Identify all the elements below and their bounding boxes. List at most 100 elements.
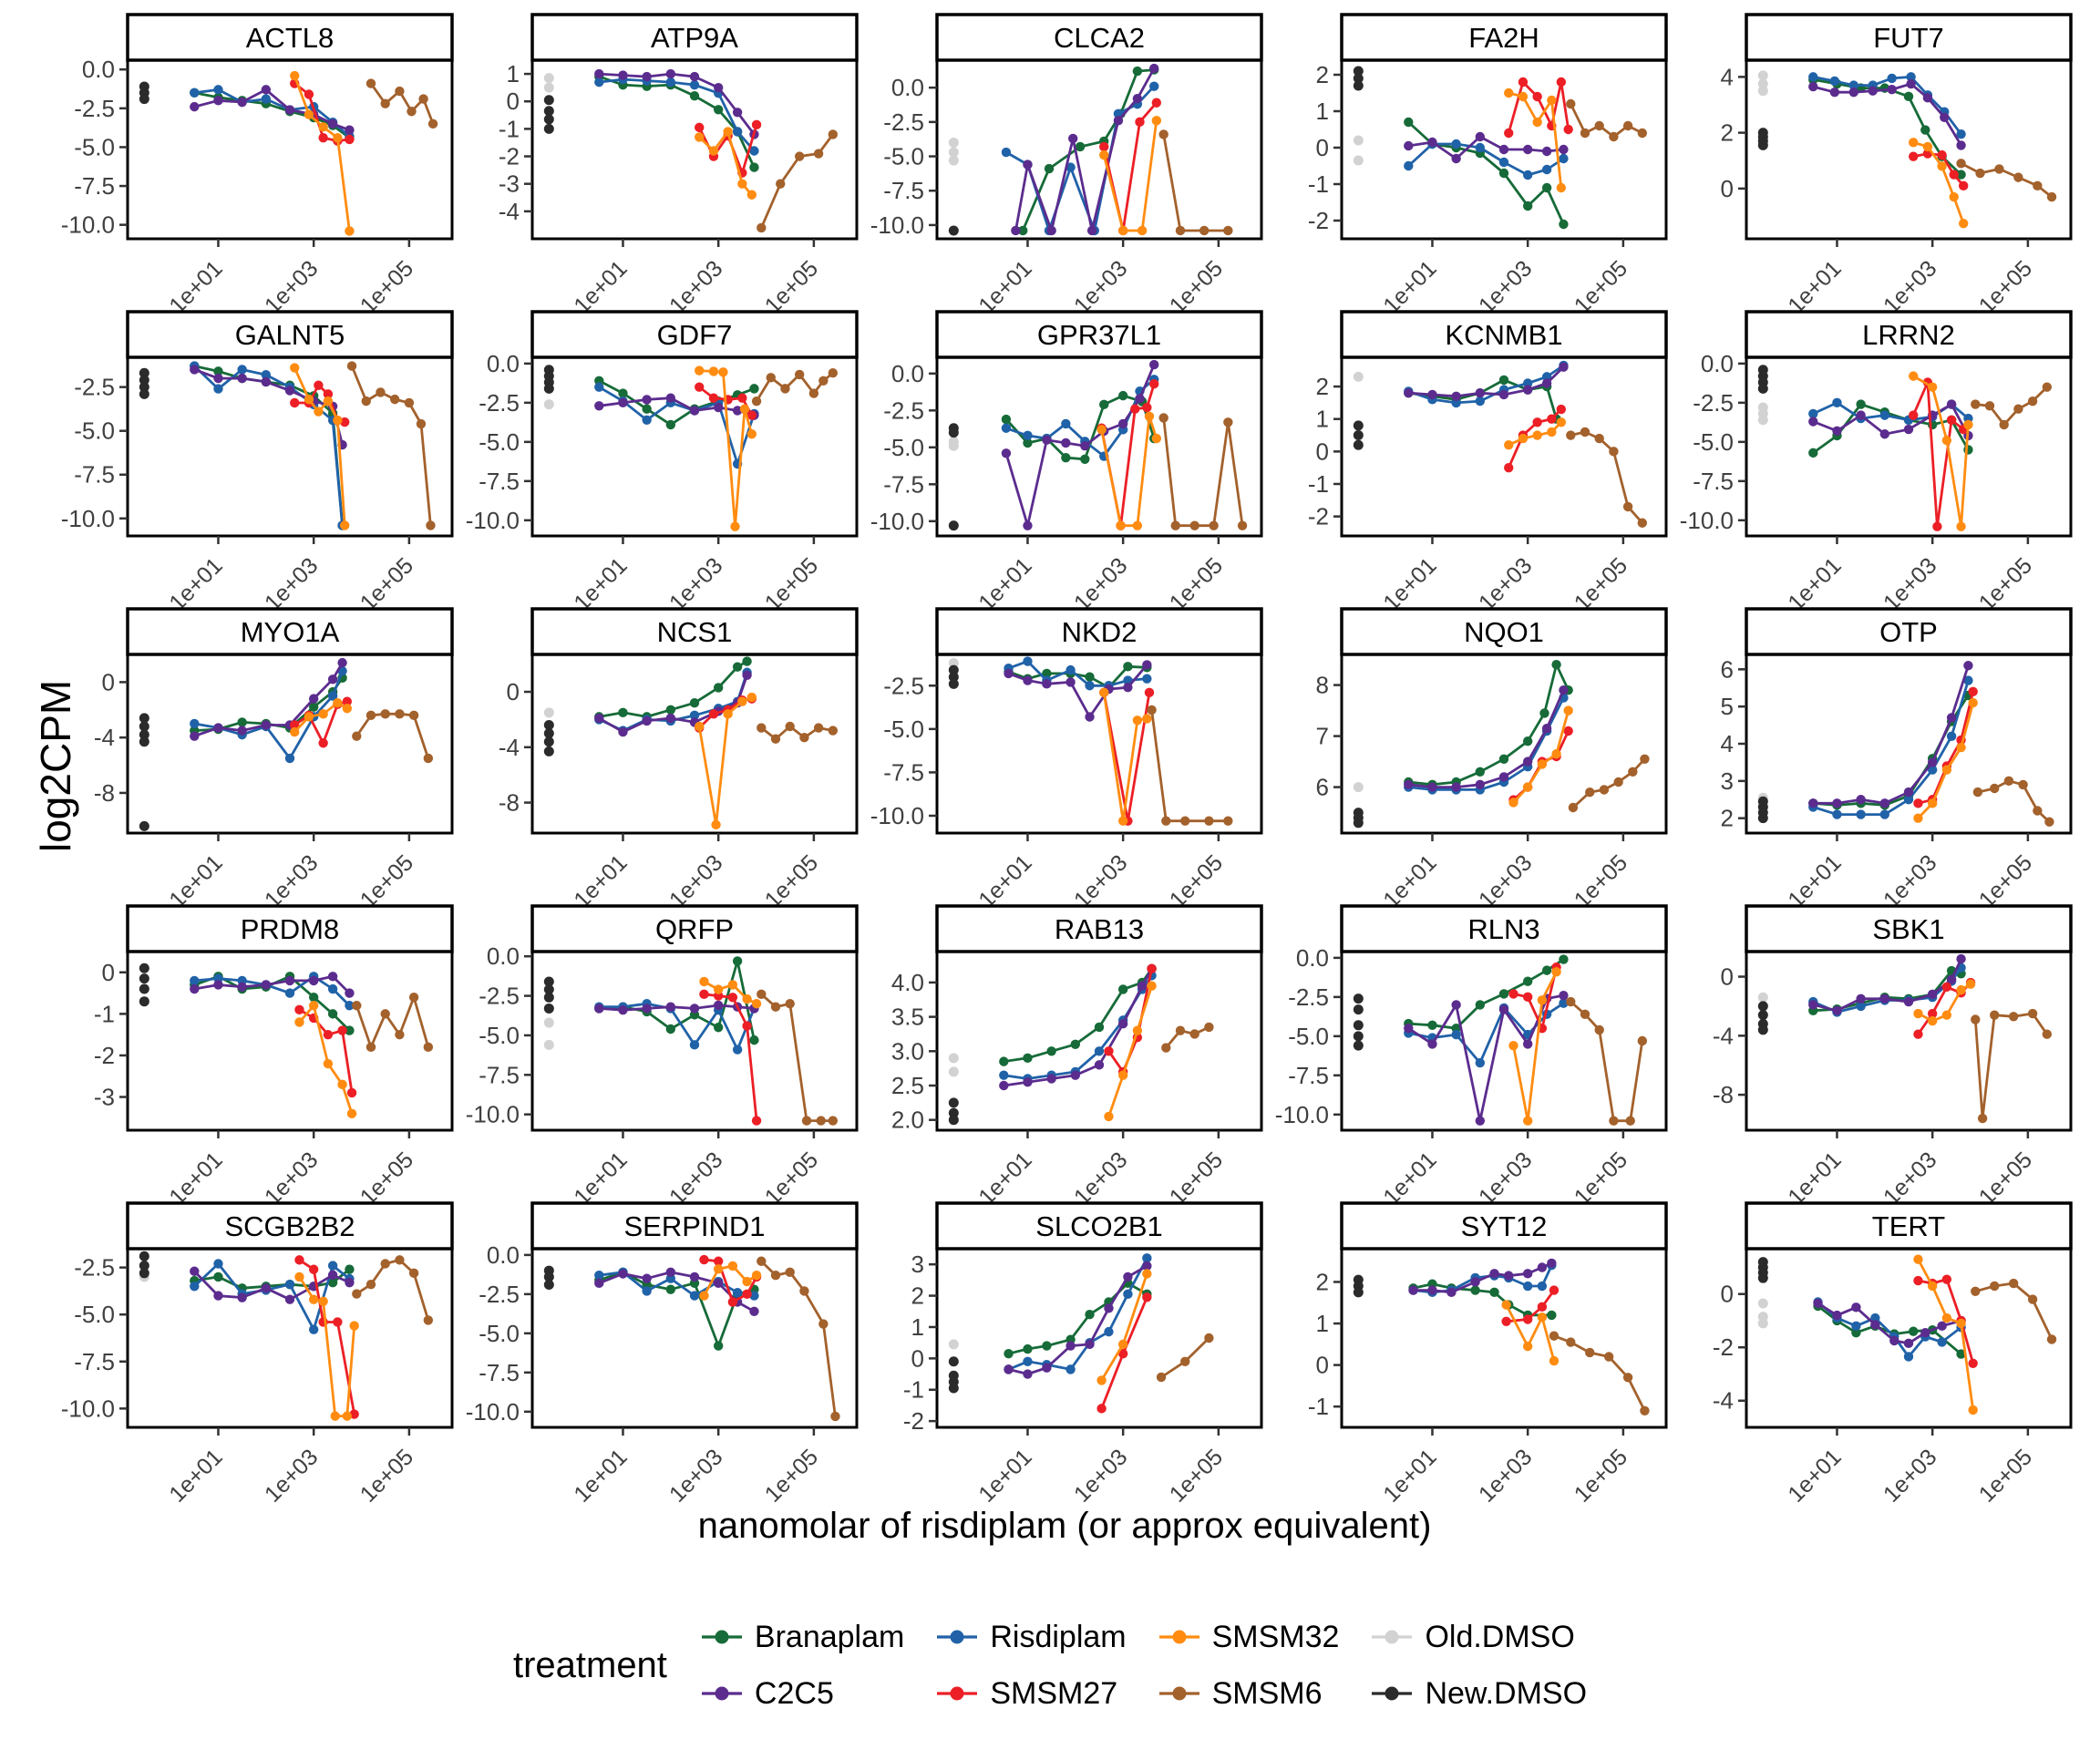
series-point-C2C5: [1427, 137, 1437, 148]
y-tick-label: -2: [499, 143, 520, 170]
new-dmso-point: [948, 520, 959, 531]
series-point-SMSM32: [1913, 1254, 1923, 1264]
series-point-Branaplam: [1541, 965, 1552, 975]
series-point-C2C5: [237, 373, 247, 384]
series-point-SMSM32: [1142, 714, 1152, 724]
series-point-SMSM27: [742, 1021, 752, 1031]
series-point-SMSM27: [308, 1264, 319, 1274]
series-point-Risdiplam: [1404, 160, 1414, 171]
series-point-SMSM27: [294, 1255, 304, 1265]
series-point-SMSM32: [1151, 433, 1162, 444]
series-point-Risdiplam: [1522, 1281, 1533, 1292]
series-point-SMSM6: [1209, 520, 1219, 530]
series-point-SMSM6: [1156, 1372, 1167, 1383]
series-point-C2C5: [1070, 1070, 1081, 1080]
series-point-SMSM6: [1566, 1337, 1576, 1347]
series-point-SMSM32: [342, 1411, 353, 1421]
series-line-SMSM32: [293, 366, 346, 526]
series-point-SMSM6: [2008, 1278, 2019, 1289]
series-point-C2C5: [327, 118, 338, 129]
new-dmso-point: [948, 672, 959, 683]
series-point-SMSM27: [1968, 686, 1978, 697]
series-point-Risdiplam: [308, 1324, 319, 1334]
series-point-SMSM27: [1149, 378, 1159, 389]
series-point-Branaplam: [1539, 708, 1549, 718]
y-tick-label: -10.0: [61, 505, 115, 532]
series-point-Branaplam: [1044, 163, 1055, 174]
series-point-Branaplam: [689, 697, 700, 708]
series-point-Risdiplam: [689, 1040, 700, 1050]
series-point-SMSM6: [1637, 1035, 1648, 1046]
series-point-SMSM6: [794, 151, 805, 161]
new-dmso-point: [139, 367, 149, 378]
series-point-C2C5: [1470, 1277, 1480, 1287]
series-point-SMSM32: [1909, 138, 1919, 148]
y-tick-label: 0: [911, 1344, 924, 1372]
series-point-SMSM6: [1189, 1029, 1199, 1039]
series-point-Branaplam: [237, 717, 247, 727]
series-point-Risdiplam: [594, 1271, 604, 1281]
series-point-C2C5: [1541, 146, 1552, 157]
y-tick-label: 4: [1721, 63, 1734, 90]
facet-title: GALNT5: [235, 319, 345, 351]
series-point-SMSM32: [1117, 1070, 1128, 1080]
series-point-Branaplam: [713, 105, 724, 115]
series-point-SMSM32: [1968, 1405, 1978, 1415]
series-point-Risdiplam: [732, 1287, 743, 1298]
new-dmso-point: [543, 1280, 554, 1291]
series-point-Branaplam: [742, 656, 752, 666]
series-point-C2C5: [237, 1292, 247, 1302]
series-line-SMSM32: [1107, 985, 1153, 1117]
series-point-Risdiplam: [327, 691, 338, 701]
series-point-SMSM6: [2027, 1008, 2038, 1019]
y-tick-label: -2.5: [1693, 389, 1734, 417]
series-point-C2C5: [1061, 438, 1071, 448]
panel-border: [126, 1247, 454, 1429]
series-point-Branaplam: [1956, 1349, 1966, 1359]
series-point-SMSM6: [1158, 129, 1168, 139]
facet-title: OTP: [1879, 616, 1938, 648]
legend-item-Branaplam: Branaplam: [700, 1615, 904, 1659]
series-point-C2C5: [1559, 685, 1569, 695]
series-point-SMSM27: [1968, 1358, 1978, 1368]
y-tick-label: 0: [1721, 963, 1734, 991]
series-point-Risdiplam: [1065, 664, 1076, 675]
series-point-SMSM6: [816, 1116, 826, 1126]
series-point-Risdiplam: [1832, 809, 1842, 819]
facet-strip: [935, 13, 1263, 62]
series-point-SMSM6: [828, 1116, 839, 1126]
series-point-SMSM6: [395, 86, 405, 97]
series-point-SMSM6: [770, 1271, 781, 1281]
series-point-C2C5: [594, 401, 604, 411]
series-point-C2C5: [213, 723, 223, 733]
facet-strip: [1745, 310, 2073, 359]
series-point-C2C5: [237, 726, 247, 736]
series-point-SMSM32: [333, 697, 343, 708]
series-point-SMSM32: [718, 367, 728, 377]
legend-key-icon: [937, 1686, 978, 1701]
series-point-SMSM6: [799, 732, 809, 743]
series-point-SMSM32: [713, 984, 724, 994]
facet-title: LRRN2: [1862, 319, 1955, 351]
series-point-C2C5: [190, 1266, 200, 1276]
series-point-SMSM6: [423, 753, 434, 764]
series-point-Branaplam: [1123, 662, 1133, 672]
series-point-Risdiplam: [1149, 81, 1159, 91]
series-point-C2C5: [1475, 779, 1486, 789]
y-tick-label: -2.5: [883, 672, 924, 699]
series-point-SMSM6: [1223, 816, 1233, 826]
series-point-SMSM32: [1927, 1281, 1938, 1292]
series-point-Branaplam: [713, 683, 724, 693]
facet-strip: [1340, 13, 1668, 62]
series-point-SMSM32: [1522, 782, 1533, 792]
series-point-SMSM27: [1147, 963, 1157, 974]
new-dmso-point: [1757, 139, 1768, 150]
facet-SYT12: 2 1 0 -1 1e+01 1e+03 1e+05 SYT12: [1308, 1201, 1668, 1508]
new-dmso-point: [1353, 420, 1364, 431]
series-point-C2C5: [732, 406, 743, 416]
series-point-SMSM32: [1927, 798, 1938, 808]
series-point-C2C5: [618, 70, 628, 80]
new-dmso-point: [1757, 1024, 1768, 1035]
series-point-SMSM32: [1941, 1312, 1952, 1323]
